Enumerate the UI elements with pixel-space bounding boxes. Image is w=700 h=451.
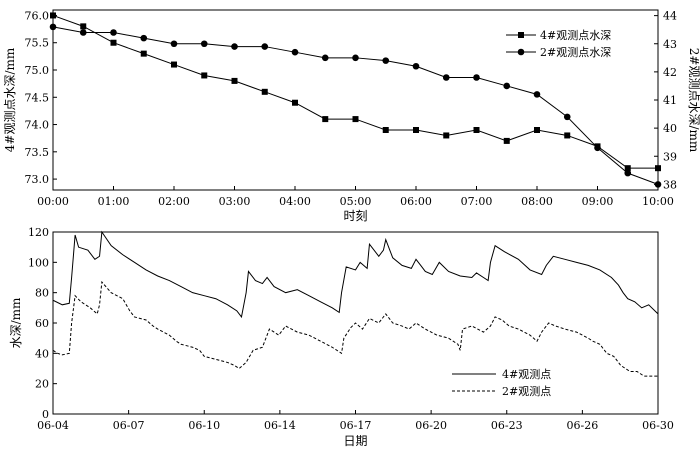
- data-point-circle: [654, 181, 662, 188]
- data-point-circle: [170, 40, 178, 48]
- date-depth-chart: 06-04 06-07 06-10 06-14 06-17 06-20 06-23 06-26…: [9, 226, 674, 448]
- data-point-circle: [503, 82, 511, 90]
- data-point-square: [231, 77, 238, 84]
- x-tick-label: 05:00: [340, 195, 372, 208]
- data-point-circle: [140, 34, 148, 42]
- x-tick-label: 06-14: [264, 419, 296, 432]
- data-point-square: [140, 50, 147, 57]
- y-right-tick-label: 44: [663, 10, 677, 23]
- data-point-square: [534, 127, 540, 133]
- y-left-tick-label: 73.5: [25, 146, 50, 159]
- legend-marker-circle: [517, 48, 525, 56]
- data-point-square: [473, 127, 480, 133]
- time-depth-chart: 00:00 01:00 02:00 03:00 04:00 05:00 06:00 07:00…: [3, 9, 700, 223]
- x-tick-label: 06-10: [188, 419, 220, 432]
- x-tick-label: 06-17: [340, 419, 372, 432]
- series-line-2: [52, 280, 658, 377]
- data-point-square: [564, 132, 571, 139]
- y-tick-label: 100: [28, 256, 49, 269]
- x-tick-label: 00:00: [37, 195, 69, 208]
- data-point-circle: [291, 48, 299, 56]
- x-tick-label: 01:00: [98, 195, 130, 208]
- y-right-tick-label: 41: [663, 94, 677, 107]
- data-point-circle: [624, 169, 632, 177]
- data-point-circle: [200, 40, 208, 48]
- y-tick-label: 120: [28, 226, 49, 239]
- data-point-circle: [79, 29, 87, 36]
- data-point-circle: [352, 54, 359, 62]
- y-tick-label: 40: [35, 347, 49, 360]
- x-tick-label: 09:00: [582, 195, 614, 208]
- data-point-square: [352, 116, 359, 123]
- data-point-circle: [533, 91, 541, 98]
- x-tick-label: 06-30: [642, 419, 674, 432]
- legend-label: 2#观测点水深: [540, 46, 611, 59]
- legend-marker-square: [518, 32, 524, 38]
- y-left-tick-label: 74.0: [25, 119, 50, 132]
- data-point-square: [80, 23, 87, 30]
- x-tick-label: 06-20: [415, 419, 447, 432]
- data-point-square: [50, 12, 56, 19]
- data-point-circle: [412, 62, 420, 70]
- x-tick-label: 02:00: [158, 195, 190, 208]
- y-tick-label: 60: [35, 317, 49, 330]
- x-tick-label: 08:00: [521, 195, 553, 208]
- data-point-circle: [321, 54, 329, 62]
- y-right-axis-label: 2#观测点水深/mm: [687, 48, 700, 153]
- x-tick-label: 06:00: [400, 195, 432, 208]
- legend-label: 2#观测点: [502, 385, 551, 398]
- x-axis-label: 时刻: [343, 209, 367, 223]
- data-point-square: [624, 165, 631, 172]
- data-point-circle: [594, 144, 601, 152]
- series-line-1: [52, 230, 659, 319]
- legend-label: 4#观测点水深: [540, 29, 611, 42]
- data-point-square: [261, 88, 268, 95]
- y-left-tick-label: 75.0: [25, 64, 50, 77]
- data-point-square: [292, 99, 298, 106]
- x-tick-label: 06-26: [567, 419, 599, 432]
- data-point-square: [443, 132, 450, 139]
- x-tick-label: 04:00: [279, 195, 311, 208]
- data-point-circle: [110, 29, 117, 36]
- data-point-square: [110, 39, 117, 46]
- data-point-circle: [382, 57, 390, 64]
- y-left-tick-label: 75.5: [25, 37, 50, 50]
- y-left-tick-label: 76.0: [25, 9, 50, 22]
- x-tick-label: 03:00: [219, 195, 251, 208]
- data-point-circle: [261, 43, 269, 50]
- data-point-square: [322, 116, 329, 123]
- y-right-tick-label: 39: [663, 150, 677, 163]
- data-point-circle: [473, 74, 480, 81]
- data-point-circle: [442, 74, 450, 81]
- legend-label: 4#观测点: [502, 368, 551, 381]
- data-point-square: [655, 165, 661, 172]
- x-axis-label: 日期: [343, 434, 367, 448]
- y-right-tick-label: 43: [663, 38, 677, 51]
- y-left-tick-label: 74.5: [25, 91, 50, 104]
- y-left-axis-label: 4#观测点水深/mm: [3, 47, 17, 152]
- y-tick-label: 20: [35, 378, 49, 391]
- data-point-square: [382, 127, 389, 133]
- data-point-square: [413, 127, 419, 133]
- x-tick-label: 06-23: [491, 419, 523, 432]
- y-right-tick-label: 40: [663, 122, 677, 135]
- y-left-tick-label: 73.0: [25, 173, 50, 186]
- x-tick-label: 07:00: [461, 195, 493, 208]
- data-point-square: [503, 137, 510, 144]
- x-tick-label: 06-07: [113, 419, 145, 432]
- x-tick-label: 10:00: [642, 195, 674, 208]
- data-point-square: [201, 72, 208, 79]
- y-axis-label: 水深/mm: [9, 297, 23, 348]
- x-tick-label: 06-04: [37, 419, 69, 432]
- data-point-circle: [231, 43, 238, 50]
- data-point-circle: [563, 113, 571, 121]
- y-right-tick-label: 38: [663, 178, 677, 191]
- data-point-square: [171, 61, 177, 68]
- y-right-tick-label: 42: [663, 66, 677, 79]
- y-tick-label: 80: [35, 287, 49, 300]
- y-tick-label: 0: [42, 408, 49, 421]
- data-point-circle: [49, 23, 57, 31]
